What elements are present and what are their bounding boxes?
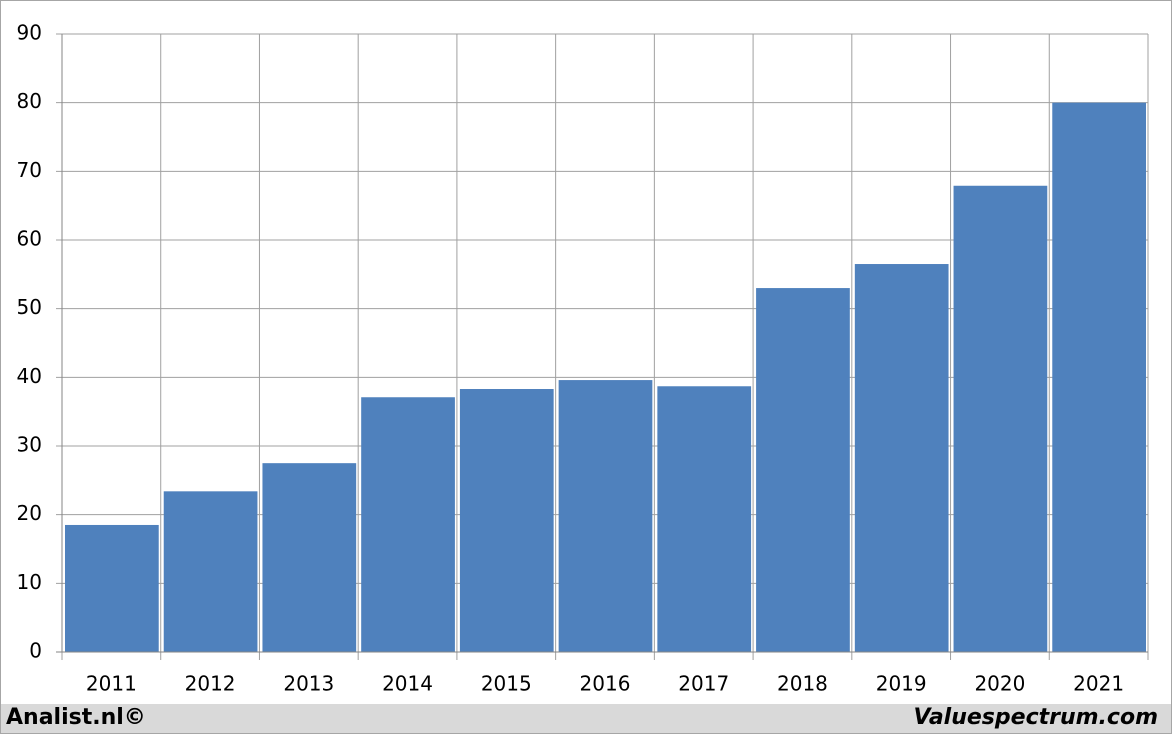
y-tick-label: 50: [17, 295, 42, 319]
x-tick-label: 2017: [678, 672, 729, 696]
bar: [361, 397, 455, 652]
y-tick-label: 60: [17, 227, 42, 251]
y-tick-label: 0: [29, 639, 42, 663]
y-tick-label: 10: [17, 570, 42, 594]
bar: [65, 524, 159, 652]
y-tick-label: 90: [17, 21, 42, 45]
footer-left: Analist.nl©: [6, 705, 146, 730]
x-tick-label: 2019: [876, 672, 927, 696]
x-tick-label: 2015: [481, 672, 532, 696]
footer-right: Valuespectrum.com: [914, 705, 1158, 730]
x-tick-label: 2012: [185, 672, 236, 696]
y-tick-label: 20: [17, 501, 42, 525]
bar: [854, 264, 949, 652]
bar: [558, 380, 653, 652]
bar: [459, 389, 554, 652]
x-tick-label: 2020: [974, 672, 1025, 696]
bar: [1052, 102, 1146, 652]
x-tick-label: 2021: [1073, 672, 1124, 696]
x-tick-label: 2014: [382, 672, 433, 696]
x-tick-label: 2011: [86, 672, 137, 696]
y-tick-label: 40: [17, 364, 42, 388]
x-tick-label: 2016: [580, 672, 631, 696]
bar: [953, 185, 1048, 652]
x-tick-label: 2013: [283, 672, 334, 696]
x-tick-label: 2018: [777, 672, 828, 696]
y-tick-label: 30: [17, 433, 42, 457]
bar: [756, 288, 850, 652]
bar: [163, 491, 258, 652]
bar: [262, 463, 357, 652]
bar: [657, 386, 752, 652]
footer-band: [1, 704, 1171, 733]
y-tick-label: 70: [17, 158, 42, 182]
y-tick-label: 80: [17, 89, 42, 113]
